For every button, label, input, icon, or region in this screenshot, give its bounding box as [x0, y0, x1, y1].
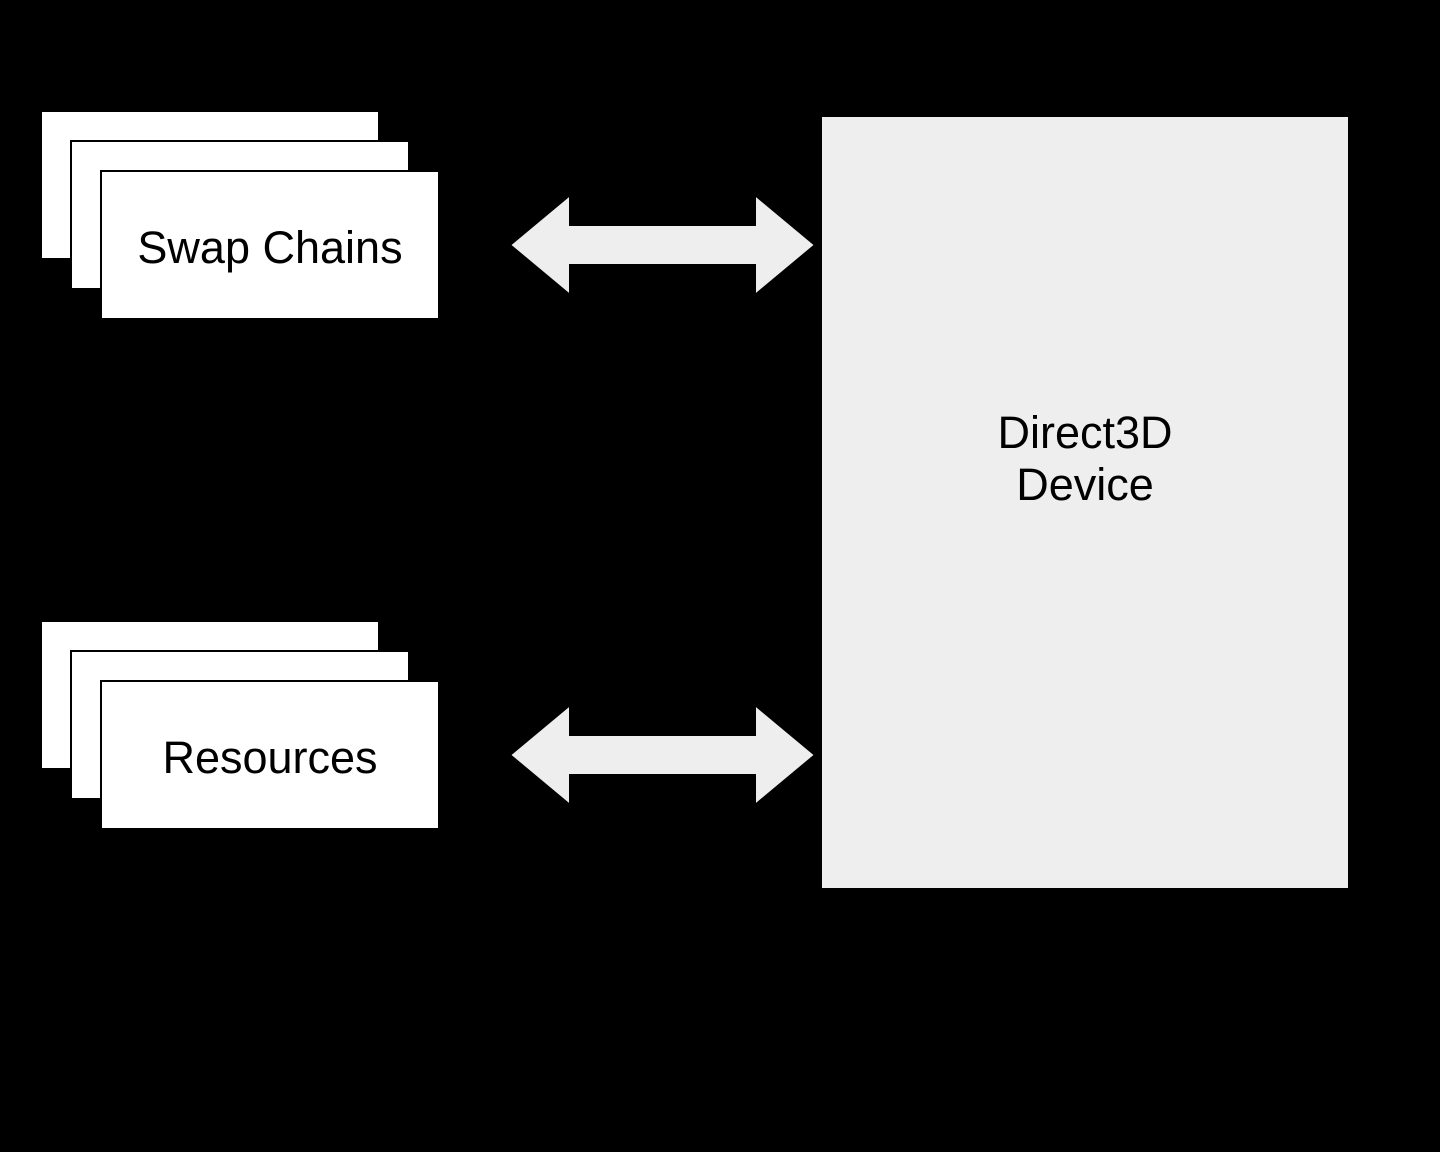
- device-label: Direct3D Device: [822, 407, 1348, 511]
- device-label-line1: Direct3D: [997, 407, 1172, 458]
- resources-box-front: Resources: [100, 680, 440, 830]
- arrow-resources-device: [505, 700, 820, 810]
- swap-chains-label: Swap Chains: [102, 222, 438, 274]
- device-box: Direct3D Device: [820, 115, 1350, 890]
- device-label-line2: Device: [1016, 459, 1154, 510]
- arrow-swap-chains-device: [505, 190, 820, 300]
- swap-chains-box-front: Swap Chains: [100, 170, 440, 320]
- resources-label: Resources: [102, 732, 438, 784]
